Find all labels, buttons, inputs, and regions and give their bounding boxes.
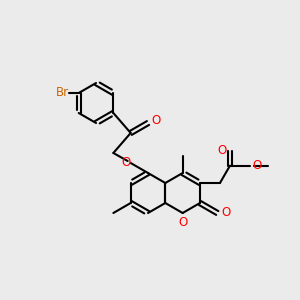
Text: O: O (222, 206, 231, 220)
Text: O: O (217, 144, 226, 157)
Text: Br: Br (56, 86, 69, 100)
Text: O: O (121, 155, 130, 169)
Text: O: O (178, 215, 187, 229)
Text: O: O (152, 113, 160, 127)
Text: O: O (252, 159, 262, 172)
